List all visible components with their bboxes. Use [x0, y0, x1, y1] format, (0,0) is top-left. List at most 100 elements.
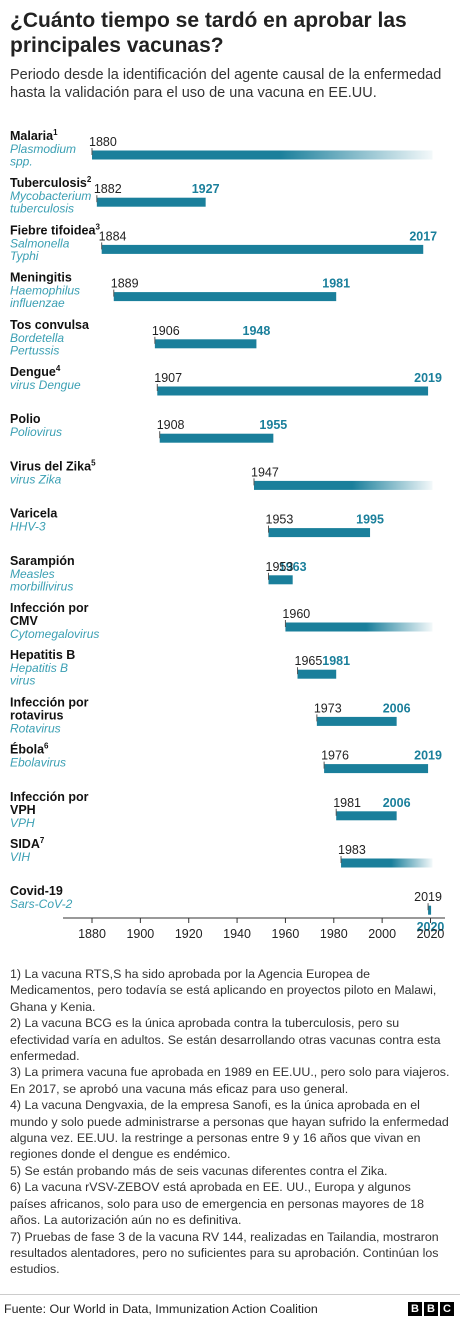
pathogen: Salmonella: [10, 236, 70, 250]
row-name-text: SIDA: [10, 837, 40, 851]
x-tick-label: 1960: [272, 927, 300, 941]
footnote-marker: 1: [53, 128, 58, 137]
start-label: 1983: [338, 843, 366, 857]
footnote: 1) La vacuna RTS,S ha sido aprobada por …: [10, 967, 437, 1014]
footnotes: 1) La vacuna RTS,S ha sido aprobada por …: [10, 966, 450, 1278]
start-label: 1965: [295, 654, 323, 668]
x-tick-label: 1900: [126, 927, 154, 941]
row-name: Covid-19: [10, 884, 63, 898]
footnote-marker: 5: [91, 458, 96, 467]
pathogen: Ebolavirus: [10, 756, 66, 770]
row-name-text: Polio: [10, 412, 41, 426]
pathogen: Poliovirus: [10, 425, 62, 439]
pathogen: tuberculosis: [10, 202, 74, 216]
footnote-marker: 6: [44, 742, 49, 751]
row-name-text: Covid-19: [10, 884, 63, 898]
pathogen: spp.: [10, 155, 33, 169]
pathogen: Sars-CoV-2: [10, 897, 73, 911]
end-label: 2019: [414, 371, 442, 385]
bar: [101, 244, 424, 254]
source: Fuente: Our World in Data, Immunization …: [4, 1302, 318, 1316]
pathogen: VPH: [10, 816, 35, 830]
start-label: 1880: [89, 135, 117, 149]
end-label: 1981: [322, 277, 350, 291]
row-name: CMV: [10, 614, 38, 628]
row-name-text: Malaria: [10, 129, 54, 143]
row-name: Infección por: [10, 695, 89, 709]
start-label: 1908: [157, 418, 185, 432]
footnote: 6) La vacuna rVSV-ZEBOV está aprobada en…: [10, 1180, 424, 1228]
chart: Malaria1Plasmodiumspp.1880Tuberculosis2M…: [10, 128, 445, 941]
row-name: rotavirus: [10, 708, 64, 722]
bar: [157, 386, 429, 396]
start-label: 1953: [266, 513, 294, 527]
pathogen: Bordetella: [10, 331, 64, 345]
row-name: Varicela: [10, 507, 58, 521]
bar: [316, 716, 397, 726]
row-name-text: CMV: [10, 614, 38, 628]
pathogen: Hepatitis B: [10, 661, 68, 675]
pathogen: VIH: [10, 850, 30, 864]
logo-letter: B: [424, 1302, 438, 1316]
end-label: 1963: [279, 560, 307, 574]
end-label: 2006: [383, 796, 411, 810]
x-tick-label: 1940: [223, 927, 251, 941]
bar-ongoing: [341, 858, 433, 868]
start-label: 2019: [414, 890, 442, 904]
row-name: Infección por: [10, 601, 89, 615]
row-name: Infección por: [10, 790, 89, 804]
end-label: 1995: [356, 513, 384, 527]
bar: [297, 669, 337, 679]
pathogen: Mycobacterium: [10, 189, 91, 203]
footnote-marker: 4: [56, 364, 61, 373]
bar: [159, 433, 274, 443]
start-label: 1889: [111, 277, 139, 291]
end-label: 1981: [322, 654, 350, 668]
footnote: 3) La primera vacuna fue aprobada en 198…: [10, 1065, 450, 1096]
end-label: 2020: [417, 920, 445, 934]
bar-ongoing: [92, 150, 433, 160]
row-name-text: Sarampión: [10, 554, 75, 568]
pathogen: Haemophilus: [10, 284, 80, 298]
row-name-text: Meningitis: [10, 271, 72, 285]
x-tick-label: 2020: [417, 927, 445, 941]
row-name: SIDA7: [10, 836, 45, 851]
pathogen: Typhi: [10, 249, 39, 263]
row-name: Hepatitis B: [10, 648, 75, 662]
start-label: 1960: [282, 607, 310, 621]
start-label: 1907: [154, 371, 182, 385]
pathogen: virus Dengue: [10, 378, 81, 392]
start-label: 1882: [94, 182, 122, 196]
row-name-text: VPH: [10, 803, 36, 817]
start-label: 1906: [152, 324, 180, 338]
pathogen: Rotavirus: [10, 721, 61, 735]
row-name-text: Infección por: [10, 695, 89, 709]
divider: [0, 1294, 460, 1295]
row-name: Fiebre tifoidea3: [10, 222, 100, 237]
x-tick-label: 1980: [320, 927, 348, 941]
chart-title: ¿Cuánto tiempo se tardó en aprobar las p…: [10, 9, 407, 57]
row-name-text: Infección por: [10, 790, 89, 804]
x-tick-label: 2000: [368, 927, 396, 941]
pathogen: Plasmodium: [10, 142, 76, 156]
row-name: Malaria1: [10, 128, 58, 143]
pathogen: morbillivirus: [10, 579, 73, 593]
start-label: 1976: [321, 749, 349, 763]
start-label: 1953: [266, 560, 294, 574]
end-label: 2019: [414, 749, 442, 763]
footnote: 5) Se están probando más de seis vacunas…: [10, 1163, 388, 1178]
footnote: 2) La vacuna BCG es la única aprobada co…: [10, 1016, 441, 1064]
x-tick-label: 1880: [78, 927, 106, 941]
footnote: 4) La vacuna Dengvaxia, de la empresa Sa…: [10, 1098, 449, 1162]
chart-subtitle: Periodo desde la identificación del agen…: [10, 67, 442, 101]
pathogen: Cytomegalovirus: [10, 627, 99, 641]
bar: [268, 575, 293, 585]
end-label: 2017: [409, 229, 437, 243]
pathogen: virus: [10, 674, 35, 688]
pathogen: HHV-3: [10, 520, 46, 534]
row-name-text: Dengue: [10, 365, 56, 379]
bar-ongoing: [254, 480, 433, 490]
start-label: 1981: [333, 796, 361, 810]
end-label: 1948: [243, 324, 271, 338]
